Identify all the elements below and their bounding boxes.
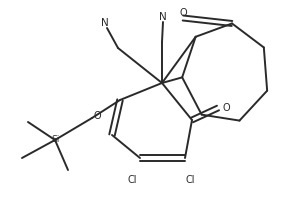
Text: Cl: Cl bbox=[127, 175, 137, 185]
Text: Cl: Cl bbox=[185, 175, 195, 185]
Text: O: O bbox=[179, 8, 187, 18]
Text: O: O bbox=[93, 111, 101, 121]
Text: N: N bbox=[101, 18, 109, 28]
Text: O: O bbox=[222, 103, 230, 113]
Text: N: N bbox=[159, 12, 167, 22]
Text: Si: Si bbox=[52, 136, 60, 144]
